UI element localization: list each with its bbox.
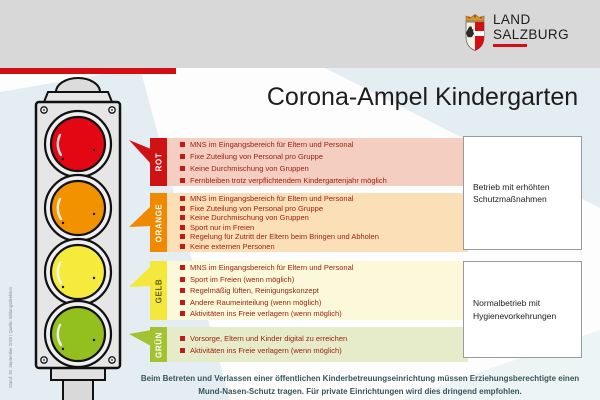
logo-text: LAND SALZBURG	[493, 12, 569, 47]
red-accent-line	[0, 68, 176, 74]
item-text: Vorsorge, Eltern und Kinder digital zu e…	[190, 334, 348, 344]
note-text: Normalbetrieb mit Hygienevorkehrungen	[473, 298, 557, 321]
list-item: MNS im Eingangsbereich für Eltern und Pe…	[180, 262, 468, 274]
note-text: Betrieb mit erhöhten Schutzmaßnahmen	[473, 181, 550, 205]
traffic-light-pole	[62, 377, 94, 400]
item-text: Fernbleiben trotz verpflichtendem Kinder…	[190, 175, 387, 185]
list-item: Regelmäßig lüften, Reinigungskonzept	[180, 285, 468, 297]
section-orange-pointer-icon	[129, 206, 151, 227]
section-orange-box: MNS im Eingangsbereich für Eltern und Pe…	[167, 193, 468, 252]
list-item: Fixe Zuteilung von Personal pro Gruppe	[180, 203, 468, 213]
salzburg-crest-icon	[465, 14, 485, 51]
logo-line2: SALZBURG	[493, 26, 569, 42]
traffic-light-dome	[54, 77, 102, 93]
section-gruen-pointer-icon	[129, 330, 151, 346]
bullet-icon	[180, 336, 185, 342]
bullet-icon	[180, 243, 185, 249]
page-title: Corona-Ampel Kindergarten	[266, 83, 579, 111]
section-gelb-tab: GELB	[129, 261, 167, 320]
list-item: Vorsorge, Eltern und Kinder digital zu e…	[180, 333, 468, 345]
section-gelb-label: GELB	[154, 278, 163, 303]
section-orange-label: ORANGE	[154, 203, 163, 242]
logo-red-bar	[493, 44, 527, 47]
item-text: Fixe Zuteilung von Personal pro Gruppe	[190, 203, 323, 213]
item-text: MNS im Eingangsbereich für Eltern und Pe…	[190, 139, 354, 149]
screw-icons	[40, 106, 116, 364]
land-salzburg-logo: LAND SALZBURG	[462, 12, 569, 53]
bullet-icon	[180, 196, 185, 202]
list-item: Aktivitäten ins Freie verlagern (wenn mö…	[180, 345, 468, 357]
footer-note-line1: Beim Betreten und Verlassen einer öffent…	[140, 374, 580, 383]
item-text: Fixe Zuteilung von Personal pro Gruppe	[190, 151, 323, 161]
note-box-schutzmassnahmen: Betrieb mit erhöhten Schutzmaßnahmen	[463, 136, 582, 250]
list-item: MNS im Eingangsbereich für Eltern und Pe…	[180, 138, 468, 150]
list-item: Regelung für Zutritt der Eltern beim Bri…	[180, 232, 468, 242]
list-item: Keine Durchmischung von Gruppen	[180, 213, 468, 223]
bullet-icon	[180, 347, 185, 353]
logo-line1: LAND	[493, 12, 531, 27]
item-text: Keine Durchmischung von Gruppen	[190, 213, 309, 223]
section-gruen-label: GRÜN	[154, 331, 163, 358]
bullet-icon	[180, 288, 185, 293]
section-orange: ORANGE MNS im Eingangsbereich für Eltern…	[129, 193, 468, 252]
item-text: Sport nur im Freien	[190, 222, 255, 232]
red-light-icon	[43, 109, 113, 179]
list-item: Andere Raumeinteilung (wenn möglich)	[180, 296, 468, 308]
section-gruen-box: Vorsorge, Eltern und Kinder digital zu e…	[167, 327, 468, 362]
orange-light-icon	[43, 173, 113, 243]
bullet-icon	[180, 265, 185, 270]
item-text: Keine Durchmischung von Gruppen	[190, 163, 309, 173]
note-box-normalbetrieb: Normalbetrieb mit Hygienevorkehrungen	[463, 261, 582, 358]
footer-note-line2: Mund-Nasen-Schutz tragen. Für private Ei…	[198, 387, 522, 396]
list-item: Sport im Freien (wenn möglich)	[180, 273, 468, 285]
section-rot-box: MNS im Eingangsbereich für Eltern und Pe…	[167, 138, 468, 186]
list-item: Keine Durchmischung von Gruppen	[180, 162, 468, 174]
bullet-icon	[180, 215, 185, 221]
item-text: Sport im Freien (wenn möglich)	[190, 274, 295, 284]
bullet-icon	[180, 153, 185, 159]
traffic-light-cap	[42, 91, 114, 103]
bullet-icon	[180, 165, 185, 171]
bullet-icon	[180, 224, 185, 230]
section-rot: ROT MNS im Eingangsbereich für Eltern un…	[129, 138, 468, 186]
list-item: Keine externen Personen	[180, 242, 468, 252]
item-text: MNS im Eingangsbereich für Eltern und Pe…	[190, 263, 354, 272]
section-rot-pointer-icon	[129, 140, 151, 164]
bullet-icon	[180, 311, 185, 316]
traffic-light-illustration	[34, 77, 122, 400]
list-item: Aktivitäten ins Freie verlagern (wenn mö…	[180, 308, 468, 320]
section-gelb-box: MNS im Eingangsbereich für Eltern und Pe…	[167, 261, 468, 320]
bullet-icon	[180, 141, 185, 147]
bullet-icon	[180, 276, 185, 282]
bullet-icon	[180, 234, 185, 240]
section-gelb-pointer-icon	[129, 266, 151, 287]
list-item: Fernbleiben trotz verpflichtendem Kinder…	[180, 174, 468, 186]
item-text: Keine externen Personen	[190, 241, 275, 251]
list-item: Sport nur im Freien	[180, 223, 468, 233]
yellow-light-icon	[43, 237, 113, 307]
item-text: Andere Raumeinteilung (wenn möglich)	[190, 297, 322, 307]
section-orange-tab: ORANGE	[129, 193, 167, 252]
list-item: MNS im Eingangsbereich für Eltern und Pe…	[180, 194, 468, 204]
item-text: MNS im Eingangsbereich für Eltern und Pe…	[190, 194, 354, 204]
section-gruen: GRÜN Vorsorge, Eltern und Kinder digital…	[129, 327, 468, 362]
header-band	[0, 0, 600, 68]
section-gruen-tab: GRÜN	[129, 327, 167, 362]
credit-text: Stand: 30. September 2020 | Quelle: Bild…	[8, 287, 13, 388]
item-text: Regelung für Zutritt der Eltern beim Bri…	[190, 232, 379, 242]
section-rot-label: ROT	[154, 152, 163, 172]
list-item: Fixe Zuteilung von Personal pro Gruppe	[180, 150, 468, 162]
item-text: Aktivitäten ins Freie verlagern (wenn mö…	[190, 309, 342, 318]
item-text: Aktivitäten ins Freie verlagern (wenn mö…	[190, 345, 342, 355]
section-rot-tab: ROT	[129, 138, 167, 186]
bullet-icon	[180, 205, 185, 211]
bullet-icon	[180, 299, 185, 305]
item-text: Regelmäßig lüften, Reinigungskonzept	[190, 286, 319, 295]
green-light-icon	[43, 299, 113, 369]
bullet-icon	[180, 177, 185, 183]
footer-note: Beim Betreten und Verlassen einer öffent…	[125, 372, 595, 398]
section-gelb: GELB MNS im Eingangsbereich für Eltern u…	[129, 261, 468, 320]
